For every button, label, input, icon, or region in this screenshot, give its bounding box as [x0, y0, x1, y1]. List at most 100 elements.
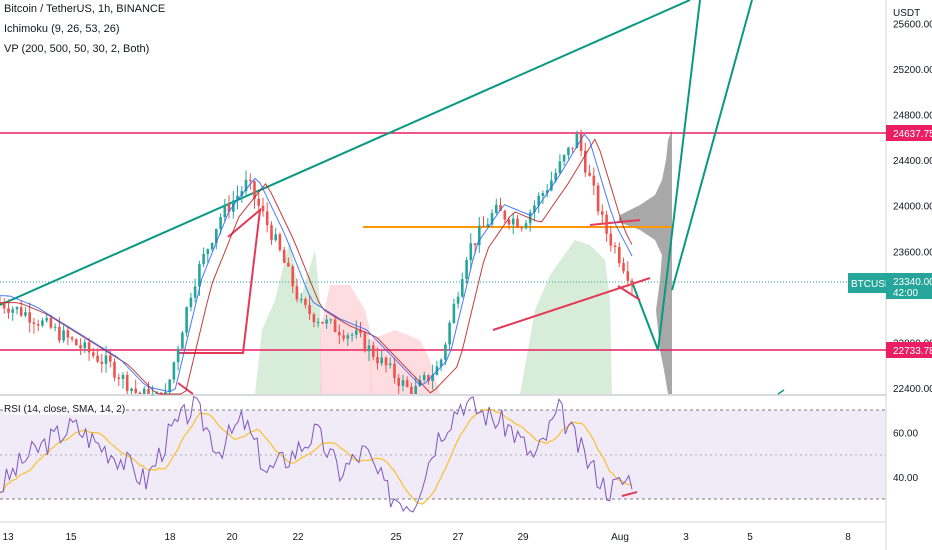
candle — [605, 210, 608, 242]
ichimoku-legend[interactable]: Ichimoku (9, 26, 53, 26) — [4, 23, 120, 35]
candle — [609, 225, 613, 252]
rsi-lines — [0, 395, 633, 513]
candle — [41, 317, 44, 328]
volume-profile — [618, 130, 672, 394]
rsi-ma-line — [0, 408, 633, 505]
candle — [75, 338, 78, 346]
symbol-title: Bitcoin / TetherUS, 1h, BINANCE — [4, 3, 166, 15]
time-tick-5: 25 — [390, 532, 402, 543]
candle — [401, 374, 405, 392]
rsi-axis: 60.00 40.00 — [893, 428, 918, 484]
countdown-text: 42:00 — [893, 288, 918, 299]
candle — [537, 192, 540, 214]
time-axis: 13 15 18 20 22 25 27 29 Aug 3 5 8 — [2, 532, 851, 543]
candle — [422, 371, 426, 383]
candle — [579, 129, 583, 157]
time-tick-1: 15 — [65, 532, 77, 543]
candle — [613, 242, 617, 254]
time-tick-6: 27 — [452, 532, 464, 543]
candle — [482, 216, 485, 227]
candle — [490, 209, 494, 228]
symbol-tag-text: BTCUSDT — [851, 279, 898, 290]
candle — [53, 323, 57, 332]
candles — [0, 129, 634, 396]
volume-profile-legend[interactable]: VP (200, 500, 50, 30, 2, Both) — [4, 43, 150, 55]
price-tick-3: 24400.00 — [893, 156, 932, 167]
candle — [130, 387, 133, 394]
ichimoku-lines — [0, 133, 633, 395]
candle — [541, 190, 545, 204]
drawn-mark-left — [177, 382, 194, 395]
candle — [545, 184, 549, 198]
candle — [592, 167, 596, 196]
candle — [465, 257, 468, 284]
time-tick-11: 8 — [845, 532, 851, 543]
candle — [265, 202, 269, 233]
candle — [291, 264, 294, 293]
resistance-tag — [886, 125, 932, 141]
candle — [261, 197, 265, 217]
candle — [558, 154, 562, 175]
candle — [342, 329, 345, 342]
candle — [193, 278, 197, 303]
candle — [79, 338, 82, 355]
candle — [113, 358, 116, 382]
rsi-panel-background — [0, 410, 886, 499]
drawn-rising-line — [492, 277, 651, 331]
candle — [414, 376, 417, 394]
candle — [618, 242, 621, 267]
price-axis: 25600.00 25200.00 24800.00 24400.00 24000.00… — [893, 19, 932, 395]
candle — [520, 225, 523, 232]
candle — [588, 164, 591, 177]
candle — [630, 278, 634, 295]
resistance-tag-text: 24637.75 — [893, 129, 932, 140]
drawn-drop-line — [617, 285, 641, 301]
rsi-legend[interactable]: RSI (14, close, SMA, 14, 2) — [4, 404, 126, 415]
candle — [62, 325, 65, 343]
candle — [601, 204, 604, 224]
candle — [329, 318, 333, 324]
candle — [45, 313, 48, 323]
candle — [227, 195, 231, 219]
price-panel[interactable] — [0, 0, 886, 394]
candle — [431, 364, 434, 390]
candle — [486, 218, 490, 227]
candle — [223, 199, 227, 222]
candle — [321, 321, 324, 325]
candle — [444, 342, 447, 366]
candle — [185, 306, 188, 337]
candle — [117, 373, 121, 386]
projection-lines — [631, 0, 701, 351]
candle — [567, 146, 570, 160]
cloud-red-2 — [370, 330, 440, 394]
candle — [295, 278, 299, 303]
time-tick-8: Aug — [611, 532, 629, 543]
projection-line-2 — [671, 0, 753, 291]
candle — [138, 391, 142, 394]
candle — [11, 306, 14, 321]
rsi-line — [0, 395, 633, 513]
candle — [333, 315, 337, 333]
candle — [287, 257, 290, 267]
candle — [244, 170, 248, 197]
candle — [350, 332, 354, 342]
candle — [511, 213, 515, 235]
price-tick-0: 25600.00 — [893, 19, 932, 30]
time-tick-7: 29 — [517, 532, 529, 543]
candle — [181, 330, 184, 349]
candle — [282, 246, 286, 264]
candle — [164, 383, 167, 394]
candle — [257, 192, 260, 210]
candle — [372, 341, 375, 361]
time-tick-9: 3 — [683, 532, 689, 543]
tenkan-line — [0, 133, 633, 393]
candle — [274, 227, 277, 242]
candle — [367, 339, 371, 362]
candle — [380, 350, 383, 367]
candle — [596, 182, 600, 216]
candle — [478, 217, 481, 253]
candle — [36, 319, 40, 332]
candle — [142, 386, 146, 394]
last-price-text: 23340.00 — [893, 277, 932, 288]
